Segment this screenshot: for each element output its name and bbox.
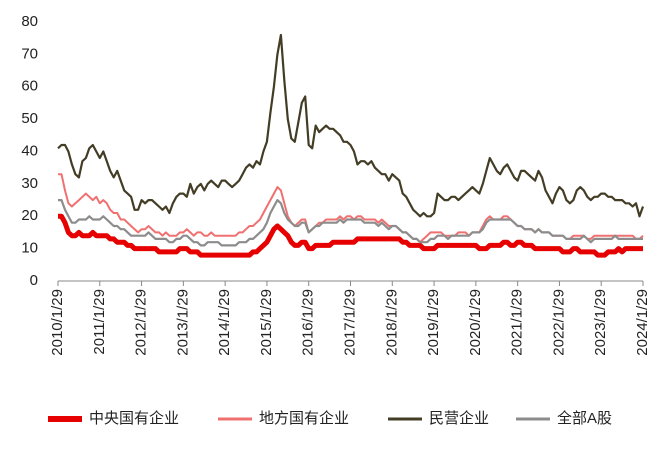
x-tick-label: 2020/1/29 <box>467 289 484 356</box>
x-tick-label: 2022/1/29 <box>550 289 567 356</box>
x-tick-label: 2015/1/29 <box>258 289 275 356</box>
series-line <box>58 213 643 258</box>
y-tick-label: 0 <box>30 272 38 289</box>
y-tick-label: 50 <box>21 110 38 127</box>
y-tick-label: 80 <box>21 13 38 30</box>
x-tick-label: 2012/1/29 <box>133 289 150 356</box>
x-tick-label: 2014/1/29 <box>216 289 233 356</box>
legend-label: 中央国有企业 <box>89 409 179 427</box>
series-line <box>57 33 645 218</box>
series-line <box>58 199 643 247</box>
x-tick-label: 2010/1/29 <box>49 289 66 356</box>
x-tick-label: 2011/1/29 <box>91 289 108 355</box>
y-tick-label: 10 <box>21 240 38 257</box>
x-tick-label: 2019/1/29 <box>425 289 442 356</box>
x-tick-label: 2016/1/29 <box>300 289 317 356</box>
y-tick-label: 70 <box>21 45 38 62</box>
x-tick-label: 2017/1/29 <box>341 289 358 356</box>
legend-label: 地方国有企业 <box>259 409 349 427</box>
x-tick-label: 2021/1/29 <box>509 289 526 356</box>
series-line <box>58 173 644 244</box>
legend-label: 全部A股 <box>557 409 612 427</box>
x-tick-label: 2013/1/29 <box>174 289 191 356</box>
x-tick-label: 2023/1/29 <box>592 289 609 356</box>
y-tick-label: 60 <box>21 78 38 95</box>
y-tick-label: 40 <box>21 142 38 159</box>
x-tick-label: 2018/1/29 <box>383 289 400 356</box>
legend-label: 民营企业 <box>429 409 489 427</box>
x-tick-label: 2024/1/29 <box>634 289 651 356</box>
y-tick-label: 20 <box>21 207 38 224</box>
y-tick-label: 30 <box>21 175 38 192</box>
